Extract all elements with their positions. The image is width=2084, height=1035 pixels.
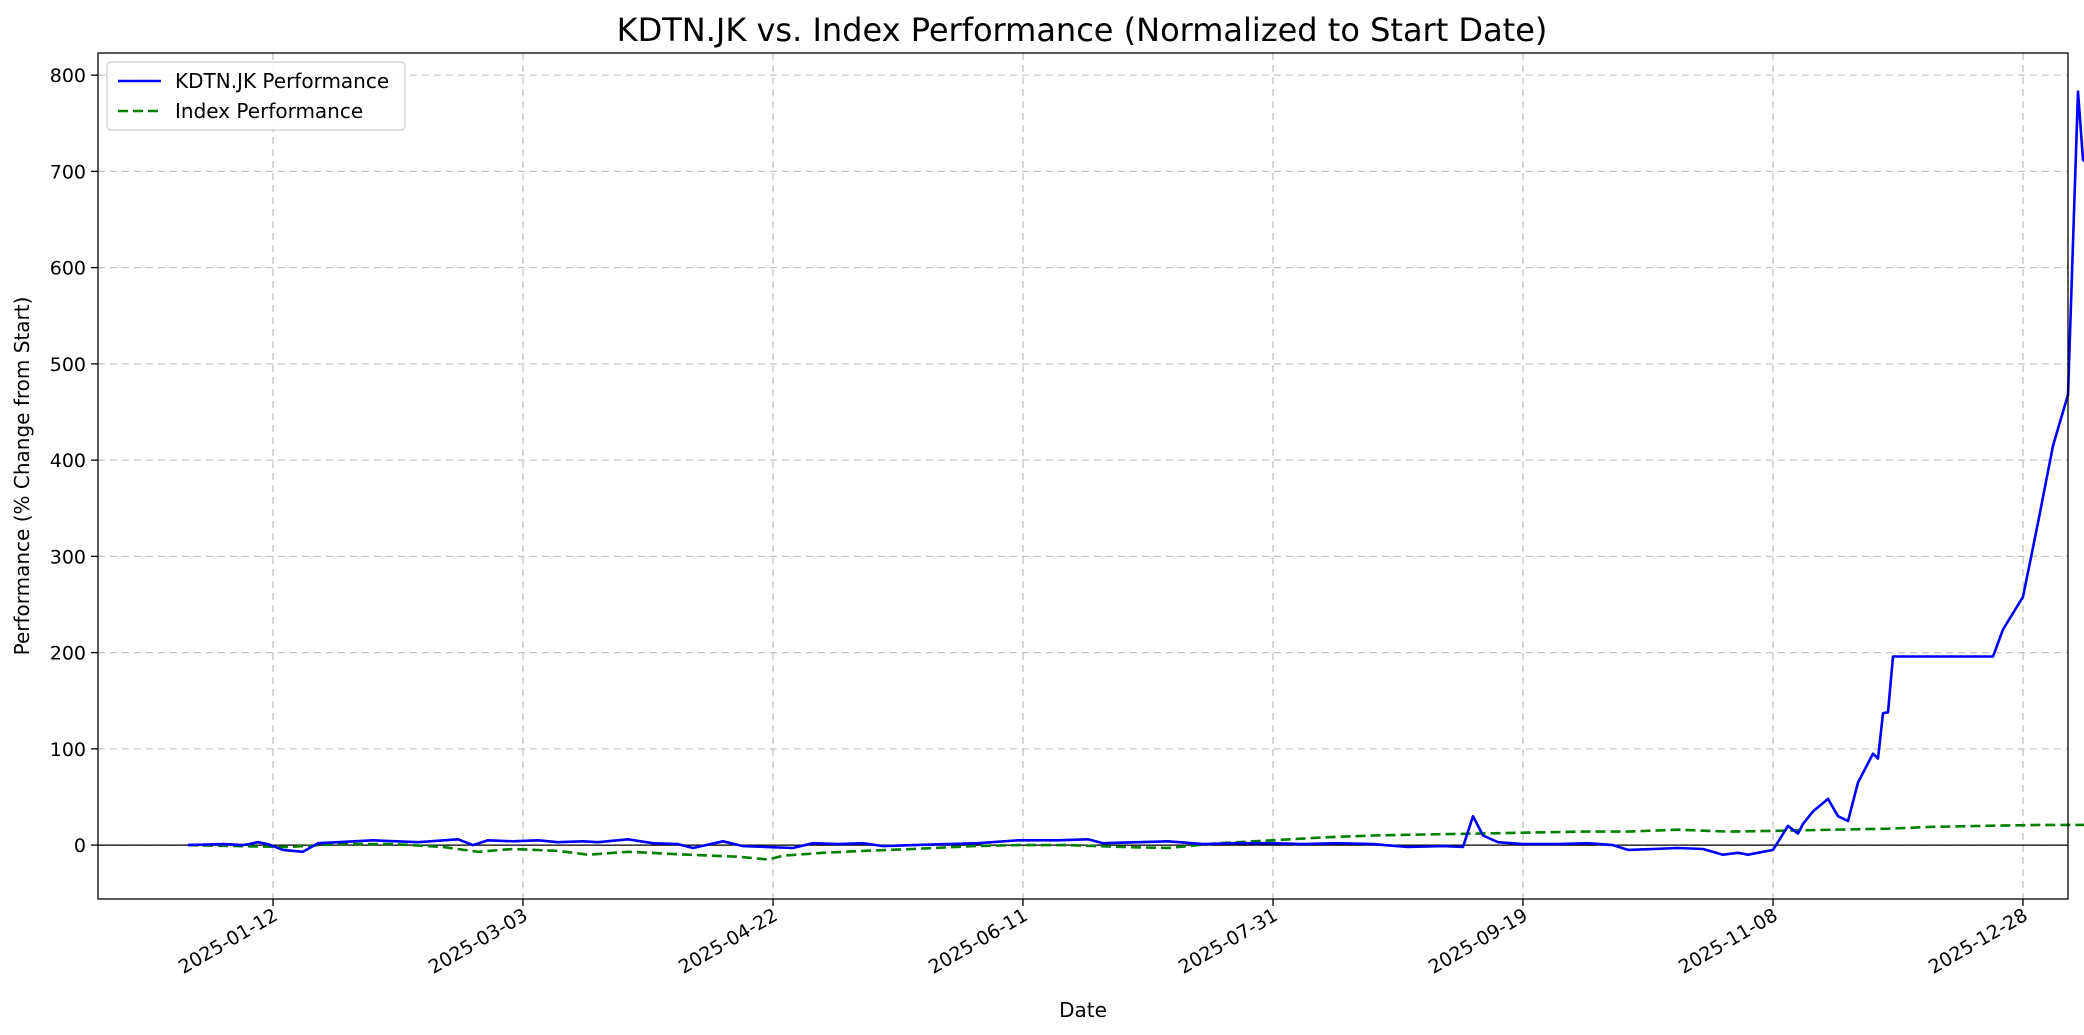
y-axis-label: Performance (% Change from Start)	[10, 297, 34, 656]
series-layer	[187, 90, 2084, 861]
y-tick-label: 100	[50, 739, 86, 761]
y-tick-label: 0	[74, 835, 86, 857]
legend-box	[106, 61, 406, 131]
y-tick-label: 600	[50, 258, 86, 280]
legend-label-index: Index Performance	[175, 99, 363, 123]
y-tick-label: 200	[50, 643, 86, 665]
kdtn-performance-line	[187, 90, 2084, 857]
y-axis-ticks: 0 100 200 300 400 500 600 700 800	[50, 65, 98, 857]
plot-frame	[97, 52, 2069, 900]
y-tick-label: 700	[50, 161, 86, 183]
legend-label-kdtn: KDTN.JK Performance	[175, 69, 389, 93]
legend: KDTN.JK Performance Index Performance	[106, 61, 406, 131]
y-tick-label: 400	[50, 450, 86, 472]
index-performance-line	[187, 823, 2084, 861]
x-axis-label: Date	[1059, 998, 1107, 1022]
y-tick-label: 500	[50, 354, 86, 376]
y-tick-label: 300	[50, 546, 86, 568]
chart-title: KDTN.JK vs. Index Performance (Normalize…	[617, 11, 1548, 49]
y-tick-label: 800	[50, 65, 86, 87]
